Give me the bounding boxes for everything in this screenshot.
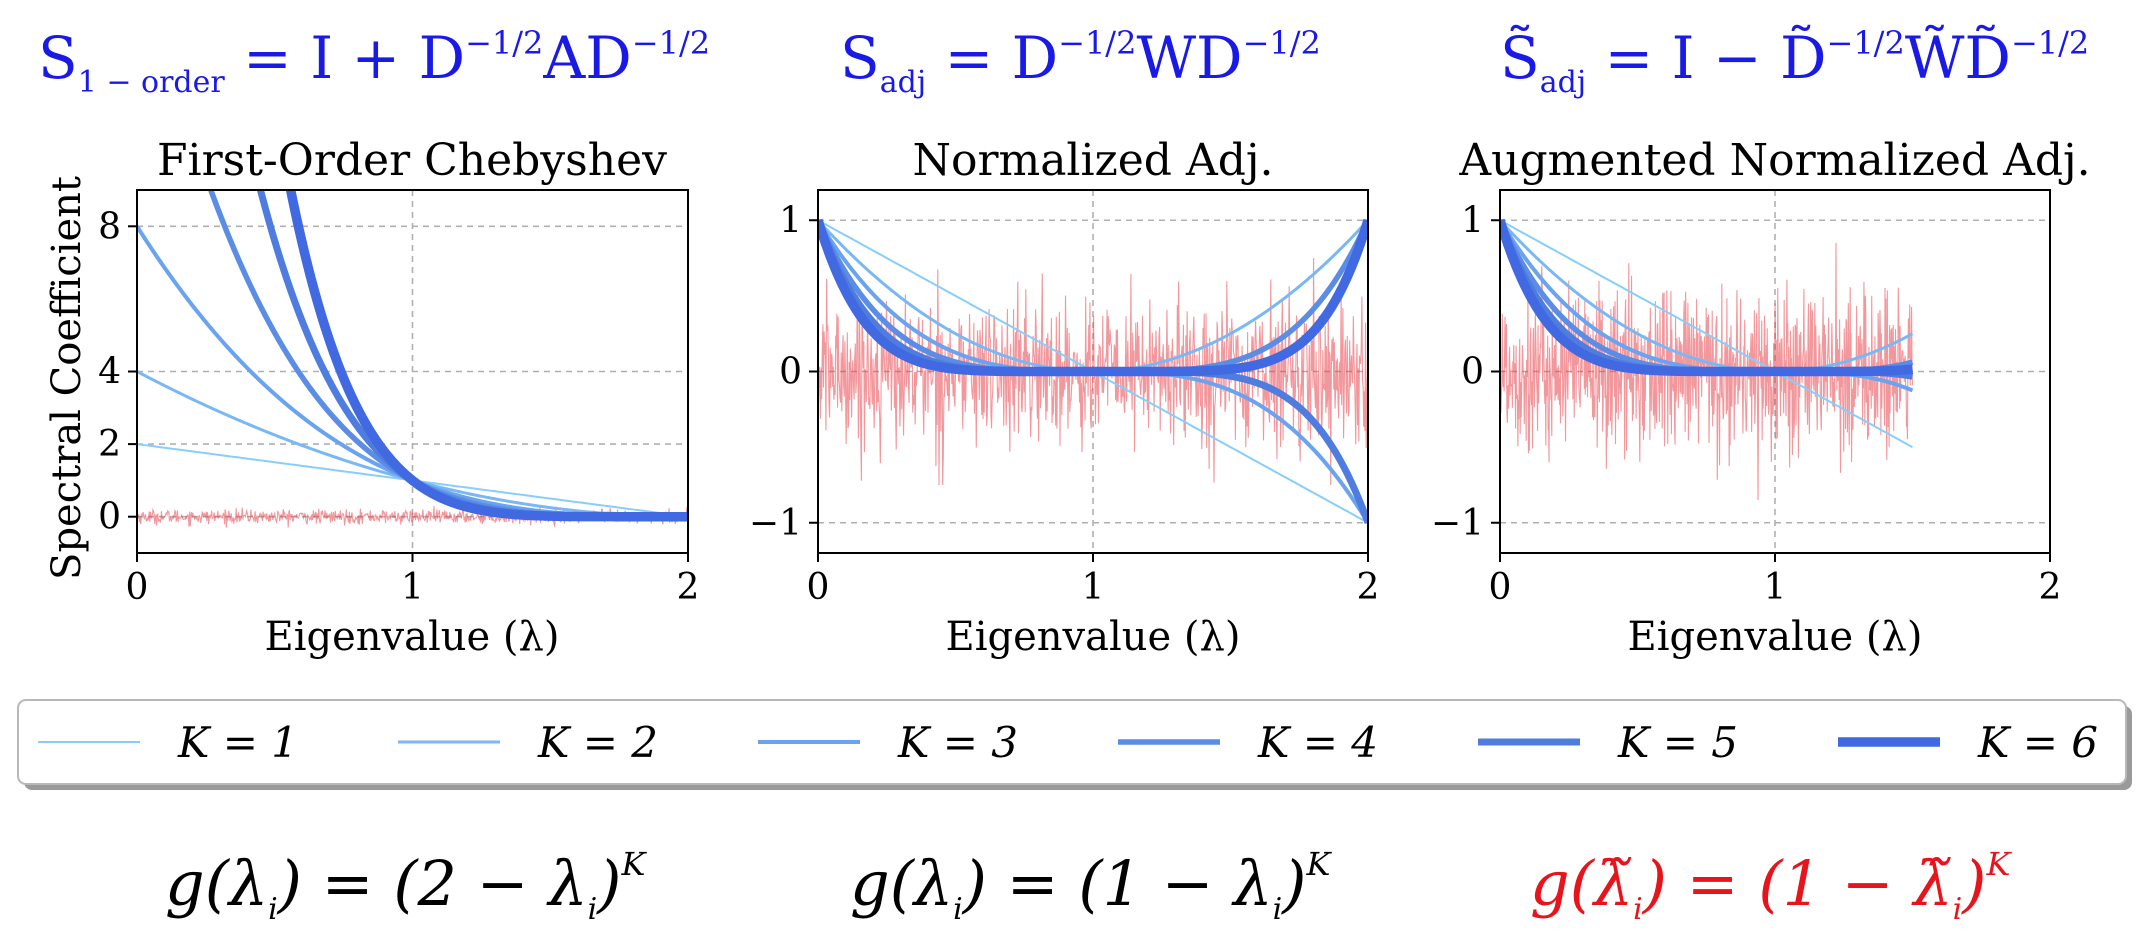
series-line-k6	[818, 218, 1368, 377]
formula-top-3: S̃adj = I − D̃−1/2W̃D̃−1/2	[1500, 23, 2089, 100]
y-tick-label: 2	[98, 424, 121, 465]
y-tick-label: 0	[98, 497, 121, 538]
x-tick-label: 1	[1082, 567, 1105, 608]
legend-frame	[17, 699, 2127, 785]
x-axis-label-1: Eigenvalue (λ)	[265, 614, 560, 660]
y-tick-label: 0	[779, 352, 802, 393]
legend-label-k1: K = 1	[177, 718, 298, 767]
panel-title-1: First-Order Chebyshev	[157, 135, 667, 186]
x-tick-label: 0	[126, 567, 149, 608]
y-tick-label: −1	[1431, 503, 1484, 544]
formula-bottom-3: g(λ̃i) = (1 − λ̃i)K	[1530, 845, 2012, 927]
formula-bottom-1: g(λi) = (2 − λi)K	[165, 845, 647, 927]
formula-bottom-2: g(λi) = (1 − λi)K	[850, 845, 1332, 927]
legend-label-k2: K = 2	[537, 718, 658, 767]
formula-top-2: Sadj = D−1/2WD−1/2	[840, 24, 1321, 100]
y-tick-label: 1	[779, 200, 802, 241]
x-tick-label: 0	[807, 567, 830, 608]
plot-normalized-adj: 0 1 2−101	[749, 189, 1380, 608]
y-tick-label: 0	[1461, 352, 1484, 393]
plot-augmented-normalized-adj: 0 1 2−101	[1431, 189, 2062, 608]
y-tick-label: 8	[98, 206, 121, 247]
legend-label-k3: K = 3	[897, 718, 1018, 767]
panel-title-2: Normalized Adj.	[912, 135, 1273, 186]
y-axis-label: Spectral Coefficient	[44, 176, 90, 580]
series-line-k6	[285, 190, 688, 522]
series-line-k1	[1500, 219, 1913, 449]
x-tick-label: 2	[677, 567, 700, 608]
series-line-k2	[1500, 219, 1914, 373]
x-tick-label: 2	[1357, 567, 1380, 608]
plot-area	[1500, 190, 2050, 553]
plot-area	[818, 190, 1368, 553]
legend-label-k6: K = 6	[1977, 718, 2098, 767]
formula-top-1: S1 − order = I + D−1/2AD−1/2	[38, 24, 710, 100]
panel-title-3: Augmented Normalized Adj.	[1458, 135, 2090, 186]
y-tick-label: −1	[749, 503, 802, 544]
x-tick-label: 2	[2039, 567, 2062, 608]
y-tick-label: 4	[98, 352, 121, 393]
plot-first-order-chebyshev: 0 1 2 0 2 4 8	[98, 189, 700, 608]
series-line-k6	[1500, 218, 1916, 377]
x-tick-label: 1	[1764, 567, 1787, 608]
x-tick-label: 0	[1489, 567, 1512, 608]
x-axis-label-3: Eigenvalue (λ)	[1628, 614, 1923, 660]
noise-signal	[1500, 242, 1914, 501]
x-axis-label-2: Eigenvalue (λ)	[946, 614, 1241, 660]
legend-label-k5: K = 5	[1617, 718, 1738, 767]
x-tick-label: 1	[401, 567, 424, 608]
legend-label-k4: K = 4	[1257, 718, 1378, 767]
plot-area	[137, 190, 688, 553]
y-tick-label: 1	[1461, 200, 1484, 241]
legend: K = 1 K = 2 K = 3 K = 4 K = 5 K = 6	[17, 699, 2132, 790]
